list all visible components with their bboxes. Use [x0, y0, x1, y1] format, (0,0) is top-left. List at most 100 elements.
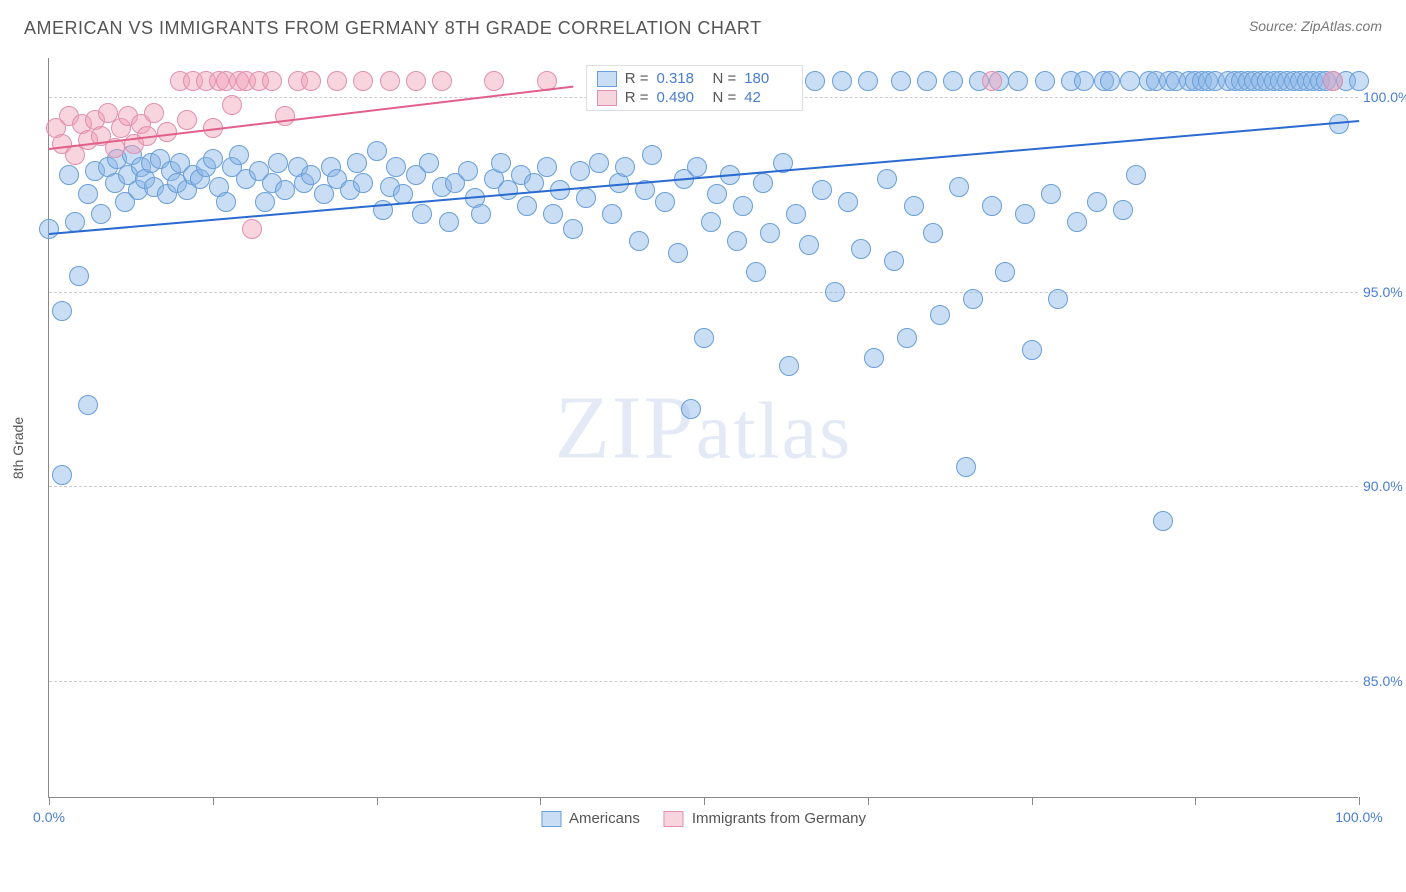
scatter-point [52, 465, 72, 485]
scatter-point [1087, 192, 1107, 212]
scatter-point [694, 328, 714, 348]
y-tick-label: 100.0% [1363, 89, 1406, 105]
x-tick [1359, 797, 1360, 805]
scatter-point [91, 204, 111, 224]
scatter-point [432, 71, 452, 91]
scatter-point [687, 157, 707, 177]
legend-r-label: R = [625, 89, 649, 106]
scatter-point [419, 153, 439, 173]
scatter-point [242, 219, 262, 239]
scatter-point [891, 71, 911, 91]
x-tick [1195, 797, 1196, 805]
scatter-point [904, 196, 924, 216]
scatter-point [812, 180, 832, 200]
legend-n-value: 42 [744, 89, 792, 106]
scatter-point [917, 71, 937, 91]
gridline [49, 292, 1358, 293]
x-tick-label: 0.0% [33, 809, 65, 825]
scatter-point [367, 141, 387, 161]
legend-r-label: R = [625, 70, 649, 87]
scatter-point [222, 95, 242, 115]
scatter-point [851, 239, 871, 259]
scatter-point [805, 71, 825, 91]
scatter-point [1067, 212, 1087, 232]
scatter-point [1074, 71, 1094, 91]
scatter-point [570, 161, 590, 181]
x-tick [868, 797, 869, 805]
scatter-point [760, 223, 780, 243]
scatter-point [353, 71, 373, 91]
scatter-point [39, 219, 59, 239]
scatter-point [995, 262, 1015, 282]
legend-swatch [541, 811, 561, 827]
scatter-point [177, 110, 197, 130]
scatter-point [884, 251, 904, 271]
scatter-point [406, 71, 426, 91]
scatter-point [733, 196, 753, 216]
scatter-point [642, 145, 662, 165]
scatter-point [602, 204, 622, 224]
series-legend: AmericansImmigrants from Germany [541, 810, 866, 827]
legend-label: Immigrants from Germany [692, 810, 866, 827]
scatter-point [52, 301, 72, 321]
y-tick-label: 90.0% [1363, 478, 1406, 494]
scatter-point [576, 188, 596, 208]
scatter-point [1113, 200, 1133, 220]
scatter-point [59, 165, 79, 185]
scatter-point [753, 173, 773, 193]
scatter-point [301, 165, 321, 185]
chart-header: AMERICAN VS IMMIGRANTS FROM GERMANY 8TH … [0, 0, 1406, 39]
legend-swatch [664, 811, 684, 827]
scatter-point [825, 282, 845, 302]
scatter-point [949, 177, 969, 197]
scatter-point [786, 204, 806, 224]
scatter-point [615, 157, 635, 177]
scatter-point [701, 212, 721, 232]
scatter-point [1022, 340, 1042, 360]
y-tick-label: 95.0% [1363, 284, 1406, 300]
scatter-point [144, 103, 164, 123]
scatter-point [982, 196, 1002, 216]
x-tick [213, 797, 214, 805]
y-tick-label: 85.0% [1363, 673, 1406, 689]
scatter-point [864, 348, 884, 368]
scatter-point [412, 204, 432, 224]
x-tick [377, 797, 378, 805]
x-tick-label: 100.0% [1335, 809, 1382, 825]
source-attribution: Source: ZipAtlas.com [1249, 18, 1382, 34]
scatter-point [1041, 184, 1061, 204]
scatter-point [779, 356, 799, 376]
correlation-legend: R = 0.318 N = 180 R = 0.490 N = 42 [586, 65, 804, 111]
scatter-point [1153, 511, 1173, 531]
scatter-point [268, 153, 288, 173]
scatter-point [1349, 71, 1369, 91]
scatter-point [563, 219, 583, 239]
legend-r-value: 0.490 [656, 89, 704, 106]
scatter-point [923, 223, 943, 243]
scatter-point [746, 262, 766, 282]
legend-swatch [597, 90, 617, 106]
x-tick [1032, 797, 1033, 805]
scatter-point [897, 328, 917, 348]
x-tick [704, 797, 705, 805]
scatter-point [681, 399, 701, 419]
legend-r-value: 0.318 [656, 70, 704, 87]
chart-title: AMERICAN VS IMMIGRANTS FROM GERMANY 8TH … [24, 18, 762, 39]
scatter-point [484, 71, 504, 91]
scatter-point [491, 153, 511, 173]
scatter-point [157, 122, 177, 142]
gridline [49, 681, 1358, 682]
scatter-point [838, 192, 858, 212]
scatter-point [982, 71, 1002, 91]
legend-row: R = 0.490 N = 42 [597, 89, 793, 106]
legend-swatch [597, 71, 617, 87]
legend-item: Immigrants from Germany [664, 810, 866, 827]
scatter-point [78, 184, 98, 204]
legend-n-value: 180 [744, 70, 792, 87]
scatter-point [380, 71, 400, 91]
scatter-point [629, 231, 649, 251]
scatter-point [832, 71, 852, 91]
legend-n-label: N = [712, 89, 736, 106]
scatter-point [65, 212, 85, 232]
scatter-point [1008, 71, 1028, 91]
